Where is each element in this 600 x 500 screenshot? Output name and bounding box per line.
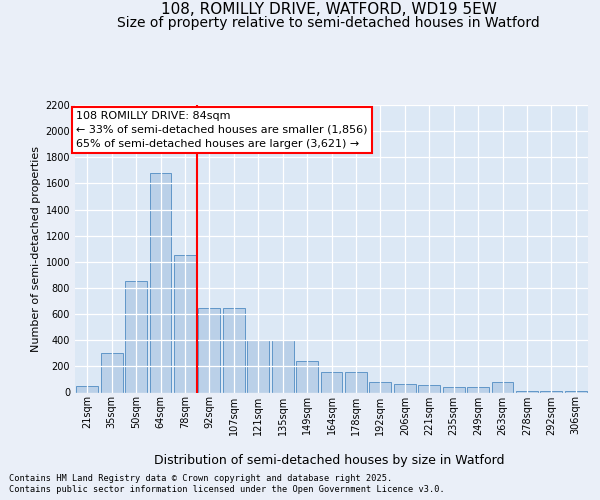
Bar — [76, 386, 98, 392]
Bar — [418, 386, 440, 392]
Bar — [345, 372, 367, 392]
Bar — [370, 382, 391, 392]
Bar — [125, 282, 147, 393]
Text: 108, ROMILLY DRIVE, WATFORD, WD19 5EW: 108, ROMILLY DRIVE, WATFORD, WD19 5EW — [161, 2, 497, 18]
Bar — [320, 372, 343, 392]
Bar — [199, 308, 220, 392]
Y-axis label: Number of semi-detached properties: Number of semi-detached properties — [31, 146, 41, 352]
Bar — [247, 340, 269, 392]
Text: Distribution of semi-detached houses by size in Watford: Distribution of semi-detached houses by … — [154, 454, 504, 467]
Bar — [149, 173, 172, 392]
Text: Contains HM Land Registry data © Crown copyright and database right 2025.: Contains HM Land Registry data © Crown c… — [9, 474, 392, 483]
Text: Contains public sector information licensed under the Open Government Licence v3: Contains public sector information licen… — [9, 485, 445, 494]
Text: Size of property relative to semi-detached houses in Watford: Size of property relative to semi-detach… — [118, 16, 540, 30]
Bar — [516, 391, 538, 392]
Bar — [101, 354, 122, 393]
Bar — [296, 361, 318, 392]
Bar — [565, 391, 587, 392]
Bar — [541, 391, 562, 392]
Bar — [223, 308, 245, 392]
Text: 108 ROMILLY DRIVE: 84sqm
← 33% of semi-detached houses are smaller (1,856)
65% o: 108 ROMILLY DRIVE: 84sqm ← 33% of semi-d… — [76, 111, 368, 149]
Bar — [491, 382, 514, 392]
Bar — [272, 340, 293, 392]
Bar — [394, 384, 416, 392]
Bar — [467, 388, 489, 392]
Bar — [174, 256, 196, 392]
Bar — [443, 386, 464, 392]
